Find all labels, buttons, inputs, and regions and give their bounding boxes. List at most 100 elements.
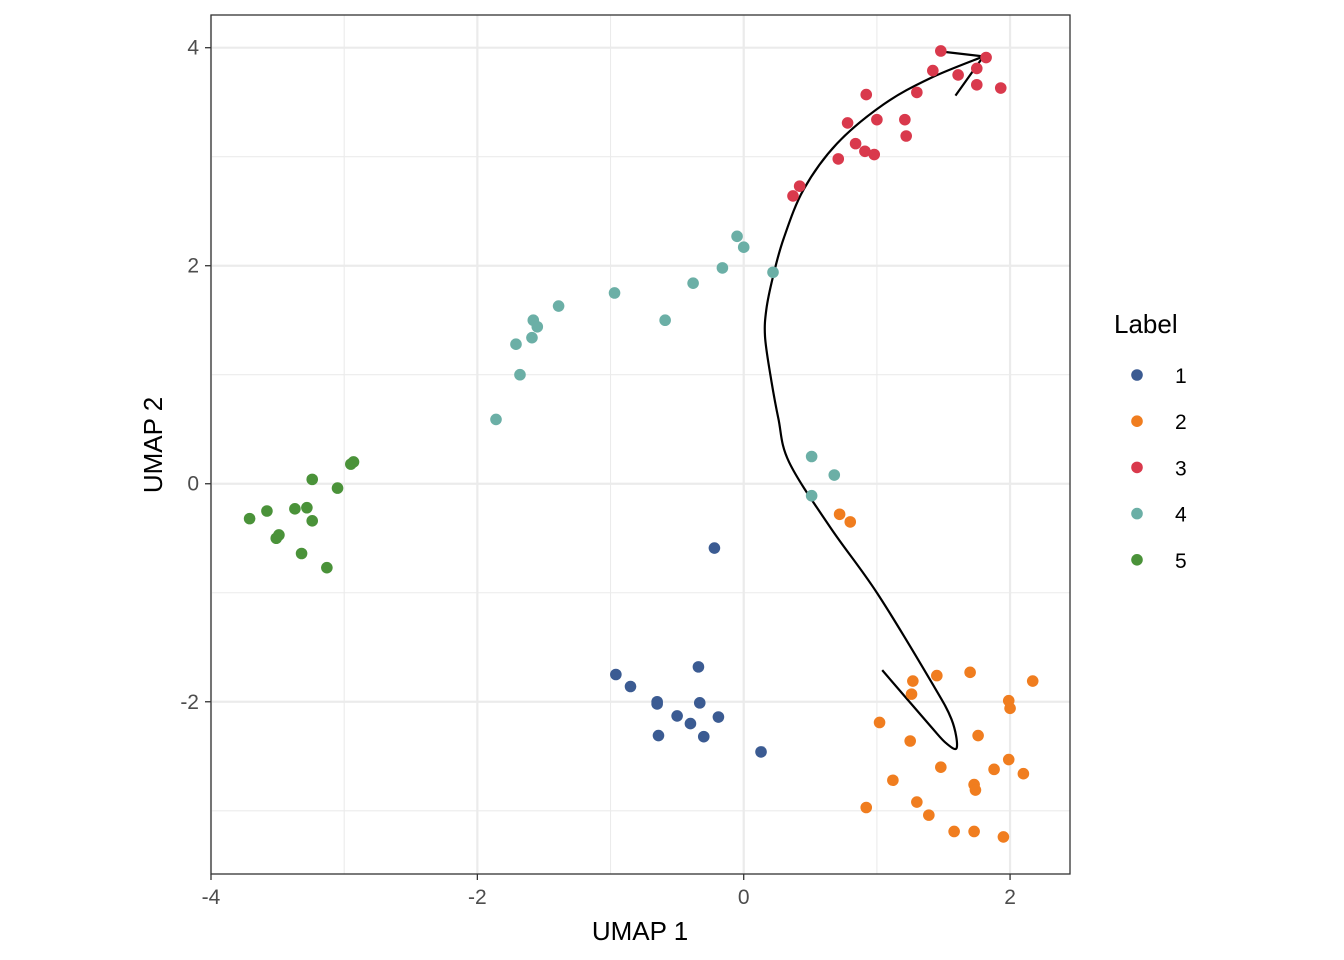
data-point-label-3 bbox=[935, 45, 947, 57]
legend-label-4: 4 bbox=[1175, 504, 1187, 527]
data-point-label-2 bbox=[923, 809, 935, 821]
data-point-label-2 bbox=[972, 729, 984, 742]
data-point-label-3 bbox=[793, 180, 806, 192]
data-point-label-5 bbox=[270, 532, 283, 545]
data-point-label-5 bbox=[331, 482, 344, 494]
data-point-label-5 bbox=[261, 505, 273, 517]
legend-key-1 bbox=[1131, 369, 1143, 381]
data-point-label-3 bbox=[970, 78, 983, 91]
data-point-label-4 bbox=[531, 320, 544, 333]
legend-label-1: 1 bbox=[1175, 365, 1187, 388]
data-point-label-1 bbox=[651, 698, 663, 710]
data-point-label-2 bbox=[969, 784, 982, 796]
data-point-label-3 bbox=[787, 190, 799, 202]
data-point-label-3 bbox=[871, 113, 883, 126]
data-point-label-4 bbox=[608, 287, 621, 299]
data-point-label-2 bbox=[860, 801, 873, 814]
data-points bbox=[243, 45, 1039, 843]
data-point-label-1 bbox=[697, 730, 710, 743]
data-point-label-3 bbox=[927, 64, 939, 77]
data-point-label-4 bbox=[552, 300, 565, 312]
data-point-label-2 bbox=[1017, 767, 1030, 780]
x-tick-label: 2 bbox=[1004, 886, 1016, 909]
data-point-label-1 bbox=[693, 697, 706, 709]
panel-border bbox=[210, 14, 1071, 875]
data-point-label-1 bbox=[684, 717, 697, 730]
data-point-label-2 bbox=[873, 716, 886, 729]
data-point-label-3 bbox=[849, 137, 862, 150]
data-point-label-4 bbox=[805, 450, 818, 463]
data-point-label-4 bbox=[737, 241, 750, 253]
data-point-label-1 bbox=[610, 668, 622, 681]
data-point-label-5 bbox=[306, 515, 319, 527]
y-tick-label: 4 bbox=[187, 37, 199, 60]
data-point-label-4 bbox=[659, 314, 671, 327]
legend-key-5 bbox=[1131, 554, 1143, 566]
data-point-label-3 bbox=[900, 130, 912, 142]
x-tick-label: 0 bbox=[738, 886, 750, 909]
data-point-label-5 bbox=[243, 512, 256, 525]
data-point-label-3 bbox=[899, 113, 911, 126]
data-point-label-5 bbox=[295, 547, 308, 560]
legend-label-3: 3 bbox=[1175, 457, 1187, 480]
y-axis: -2 0 2 4 bbox=[180, 37, 211, 714]
y-tick-label: 2 bbox=[187, 255, 199, 278]
data-point-label-1 bbox=[692, 661, 705, 673]
data-point-label-4 bbox=[514, 368, 526, 381]
data-point-label-3 bbox=[832, 153, 845, 165]
data-point-label-1 bbox=[755, 746, 767, 758]
data-point-label-3 bbox=[911, 86, 923, 99]
legend-label-5: 5 bbox=[1175, 550, 1187, 573]
data-point-label-4 bbox=[687, 277, 699, 289]
data-point-label-3 bbox=[952, 69, 964, 81]
legend-key-4 bbox=[1131, 507, 1143, 520]
legend-title: Label bbox=[1114, 309, 1178, 339]
data-point-label-2 bbox=[833, 508, 846, 521]
data-point-label-4 bbox=[510, 338, 522, 351]
data-point-label-1 bbox=[708, 542, 721, 554]
data-point-label-4 bbox=[828, 469, 841, 481]
data-point-label-2 bbox=[935, 761, 947, 773]
data-point-label-2 bbox=[997, 831, 1010, 843]
data-point-label-5 bbox=[321, 561, 333, 574]
major-gridlines bbox=[209, 15, 1070, 874]
data-point-label-5 bbox=[289, 503, 301, 515]
legend: Label 1 2 3 4 5 bbox=[1114, 309, 1187, 573]
legend-label-2: 2 bbox=[1175, 411, 1187, 434]
data-point-label-2 bbox=[1026, 675, 1039, 687]
data-point-label-1 bbox=[671, 710, 683, 722]
x-tick-label: -2 bbox=[468, 886, 487, 909]
data-point-label-2 bbox=[905, 688, 918, 700]
x-axis-title: UMAP 1 bbox=[592, 916, 688, 946]
data-point-label-2 bbox=[1002, 753, 1015, 766]
data-point-label-3 bbox=[970, 62, 983, 75]
x-axis: -4 -2 0 2 bbox=[202, 874, 1016, 909]
data-point-label-2 bbox=[968, 825, 980, 838]
data-point-label-2 bbox=[931, 669, 943, 682]
data-point-label-4 bbox=[731, 230, 743, 243]
legend-key-2 bbox=[1131, 415, 1143, 428]
data-point-label-2 bbox=[904, 735, 916, 747]
data-point-label-3 bbox=[868, 148, 881, 161]
data-point-label-3 bbox=[980, 51, 992, 64]
data-point-label-2 bbox=[844, 516, 857, 528]
data-point-label-3 bbox=[841, 117, 854, 129]
data-point-label-5 bbox=[301, 501, 313, 514]
data-point-label-3 bbox=[994, 82, 1007, 94]
data-point-label-2 bbox=[907, 675, 919, 687]
data-point-label-5 bbox=[306, 473, 319, 486]
data-point-label-5 bbox=[347, 456, 360, 468]
trajectory-curve bbox=[763, 55, 984, 751]
data-point-label-4 bbox=[805, 489, 818, 502]
data-point-label-2 bbox=[1004, 702, 1016, 715]
legend-key-3 bbox=[1131, 461, 1143, 474]
x-tick-label: -4 bbox=[202, 886, 221, 909]
data-point-label-1 bbox=[652, 729, 665, 742]
data-point-label-4 bbox=[490, 413, 502, 426]
data-point-label-3 bbox=[860, 88, 873, 101]
data-point-label-2 bbox=[988, 763, 1000, 776]
data-point-label-2 bbox=[964, 666, 976, 679]
data-point-label-2 bbox=[948, 825, 960, 838]
